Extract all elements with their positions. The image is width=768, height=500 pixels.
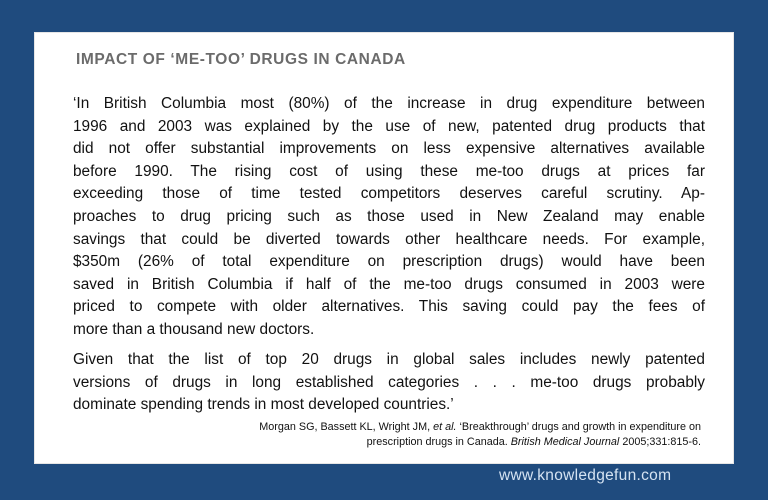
text-line: $350m (26% of total expenditure on presc… xyxy=(73,253,705,271)
quote-paragraph-1: ‘In British Columbia most (80%) of the i… xyxy=(73,93,705,342)
text-line: savings that could be diverted towards o… xyxy=(73,230,705,248)
text-line: before 1990. The rising cost of using th… xyxy=(73,162,705,180)
quote-paragraph-2: Given that the list of top 20 drugs in g… xyxy=(73,349,705,417)
text-line: 1996 and 2003 was explained by the use o… xyxy=(73,117,705,135)
text-line: Given that the list of top 20 drugs in g… xyxy=(73,351,705,368)
citation-et-al: et al. xyxy=(433,421,457,433)
text-line: dominate spending trends in most develop… xyxy=(73,396,454,414)
text-line: saved in British Columbia if half of the… xyxy=(73,275,705,293)
text-line: ‘In British Columbia most (80%) of the i… xyxy=(73,95,705,112)
quote-box: IMPACT OF ‘ME-TOO’ DRUGS IN CANADA ‘In B… xyxy=(34,32,734,464)
citation-title-part: ‘Breakthrough’ drugs and growth in expen… xyxy=(459,421,702,433)
citation-authors: Morgan SG, Bassett KL, Wright JM, xyxy=(259,421,431,433)
citation-line-2: prescription drugs in Canada. British Me… xyxy=(135,435,701,450)
citation-journal: British Medical Journal xyxy=(510,435,620,448)
text-line: did not offer substantial improvements o… xyxy=(73,140,705,158)
box-title: IMPACT OF ‘ME-TOO’ DRUGS IN CANADA xyxy=(76,51,406,68)
text-line: priced to compete with older alternative… xyxy=(73,298,705,316)
text-line: more than a thousand new doctors. xyxy=(73,320,315,338)
citation: Morgan SG, Bassett KL, Wright JM, et al.… xyxy=(135,420,701,449)
citation-volume: 2005;331:815-6. xyxy=(622,435,701,448)
site-watermark: www.knowledgefun.com xyxy=(499,467,672,484)
citation-line-1: Morgan SG, Bassett KL, Wright JM, et al.… xyxy=(135,420,701,435)
citation-title-end: prescription drugs in Canada. xyxy=(366,435,508,448)
text-line: versions of drugs in long established ca… xyxy=(73,373,705,391)
text-line: exceeding those of time tested competito… xyxy=(73,185,705,203)
text-line: proaches to drug pricing such as those u… xyxy=(73,207,705,225)
